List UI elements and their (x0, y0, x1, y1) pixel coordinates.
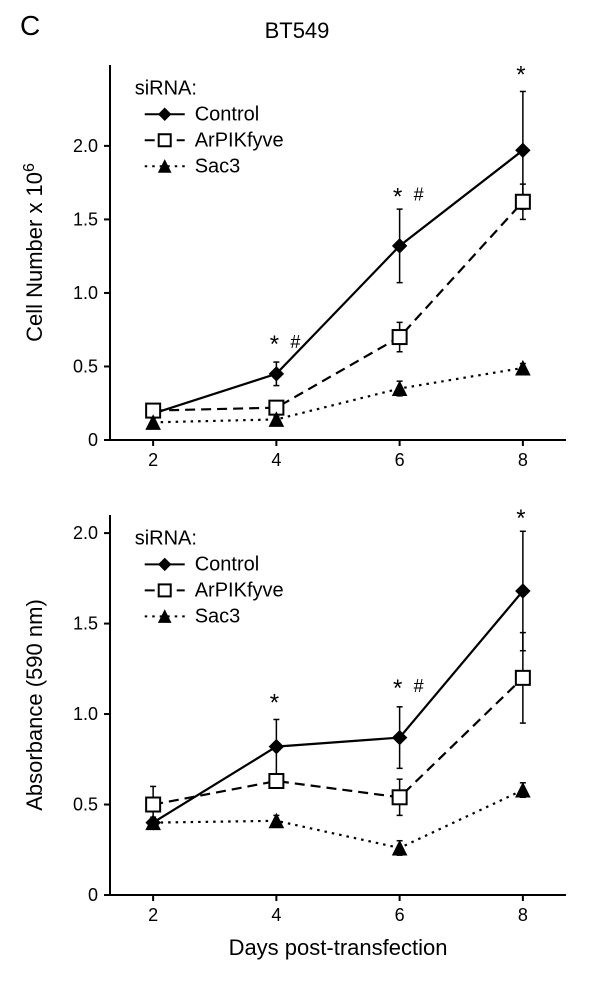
x-tick-label: 4 (271, 450, 281, 470)
absorbance-chart: 0 0.5 1.0 1.5 2.0 2 4 6 8 Absorbance (590 nm) Days… (0, 495, 594, 975)
y-tick-label: 2.0 (73, 523, 98, 543)
legend-item-control: Control (195, 103, 259, 125)
significance-star: * (516, 505, 525, 532)
cell-number-chart: 0 0.5 1.0 1.5 2.0 2 4 6 8 Cell Number x 106 * # * # * s… (0, 45, 594, 485)
y-tick-label: 1.0 (73, 704, 98, 724)
significance-star: * (393, 184, 402, 211)
significance-hash: # (290, 332, 300, 352)
legend-item-sac3: Sac3 (195, 605, 241, 627)
y-tick-label: 0.5 (73, 356, 98, 376)
figure-panel: C BT549 00.51.01.52.02468Cell Number x 1… (0, 0, 594, 983)
significance-hash: # (414, 676, 424, 696)
y-tick-label: 0 (88, 430, 98, 450)
legend-item-arpikfyve: ArPIKfyve (195, 579, 284, 601)
chart-title: BT549 (0, 18, 594, 44)
y-axis-label: Cell Number x 106 (21, 163, 47, 342)
y-tick-label: 1.0 (73, 283, 98, 303)
significance-star: * (516, 62, 525, 89)
x-tick-label: 2 (148, 450, 158, 470)
y-tick-label: 0.5 (73, 795, 98, 815)
x-tick-label: 6 (395, 905, 405, 925)
legend-title: siRNA: (135, 77, 197, 99)
significance-star: * (393, 675, 402, 702)
series-line-control (153, 150, 523, 413)
legend-item-arpikfyve: ArPIKfyve (195, 129, 284, 151)
x-tick-label: 8 (518, 905, 528, 925)
series-line-arpikfyve (153, 202, 523, 411)
x-tick-label: 4 (271, 905, 281, 925)
legend-title: siRNA: (135, 527, 197, 549)
legend-item-sac3: Sac3 (195, 155, 241, 177)
x-axis-label: Days post-transfection (229, 935, 448, 960)
y-tick-label: 1.5 (73, 614, 98, 634)
x-tick-label: 8 (518, 450, 528, 470)
significance-hash: # (414, 185, 424, 205)
x-tick-label: 6 (395, 450, 405, 470)
x-tick-label: 2 (148, 905, 158, 925)
series-line-sac3 (153, 790, 523, 848)
y-tick-label: 1.5 (73, 209, 98, 229)
significance-star: * (270, 689, 279, 716)
y-tick-label: 0 (88, 885, 98, 905)
y-axis-label: Absorbance (590 nm) (22, 599, 47, 811)
legend-item-control: Control (195, 553, 259, 575)
significance-star: * (270, 331, 279, 358)
y-tick-label: 2.0 (73, 136, 98, 156)
